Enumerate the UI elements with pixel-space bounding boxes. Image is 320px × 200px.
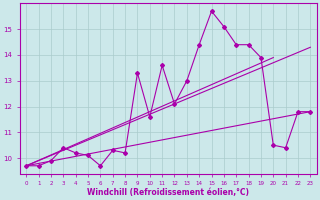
X-axis label: Windchill (Refroidissement éolien,°C): Windchill (Refroidissement éolien,°C) — [87, 188, 249, 197]
